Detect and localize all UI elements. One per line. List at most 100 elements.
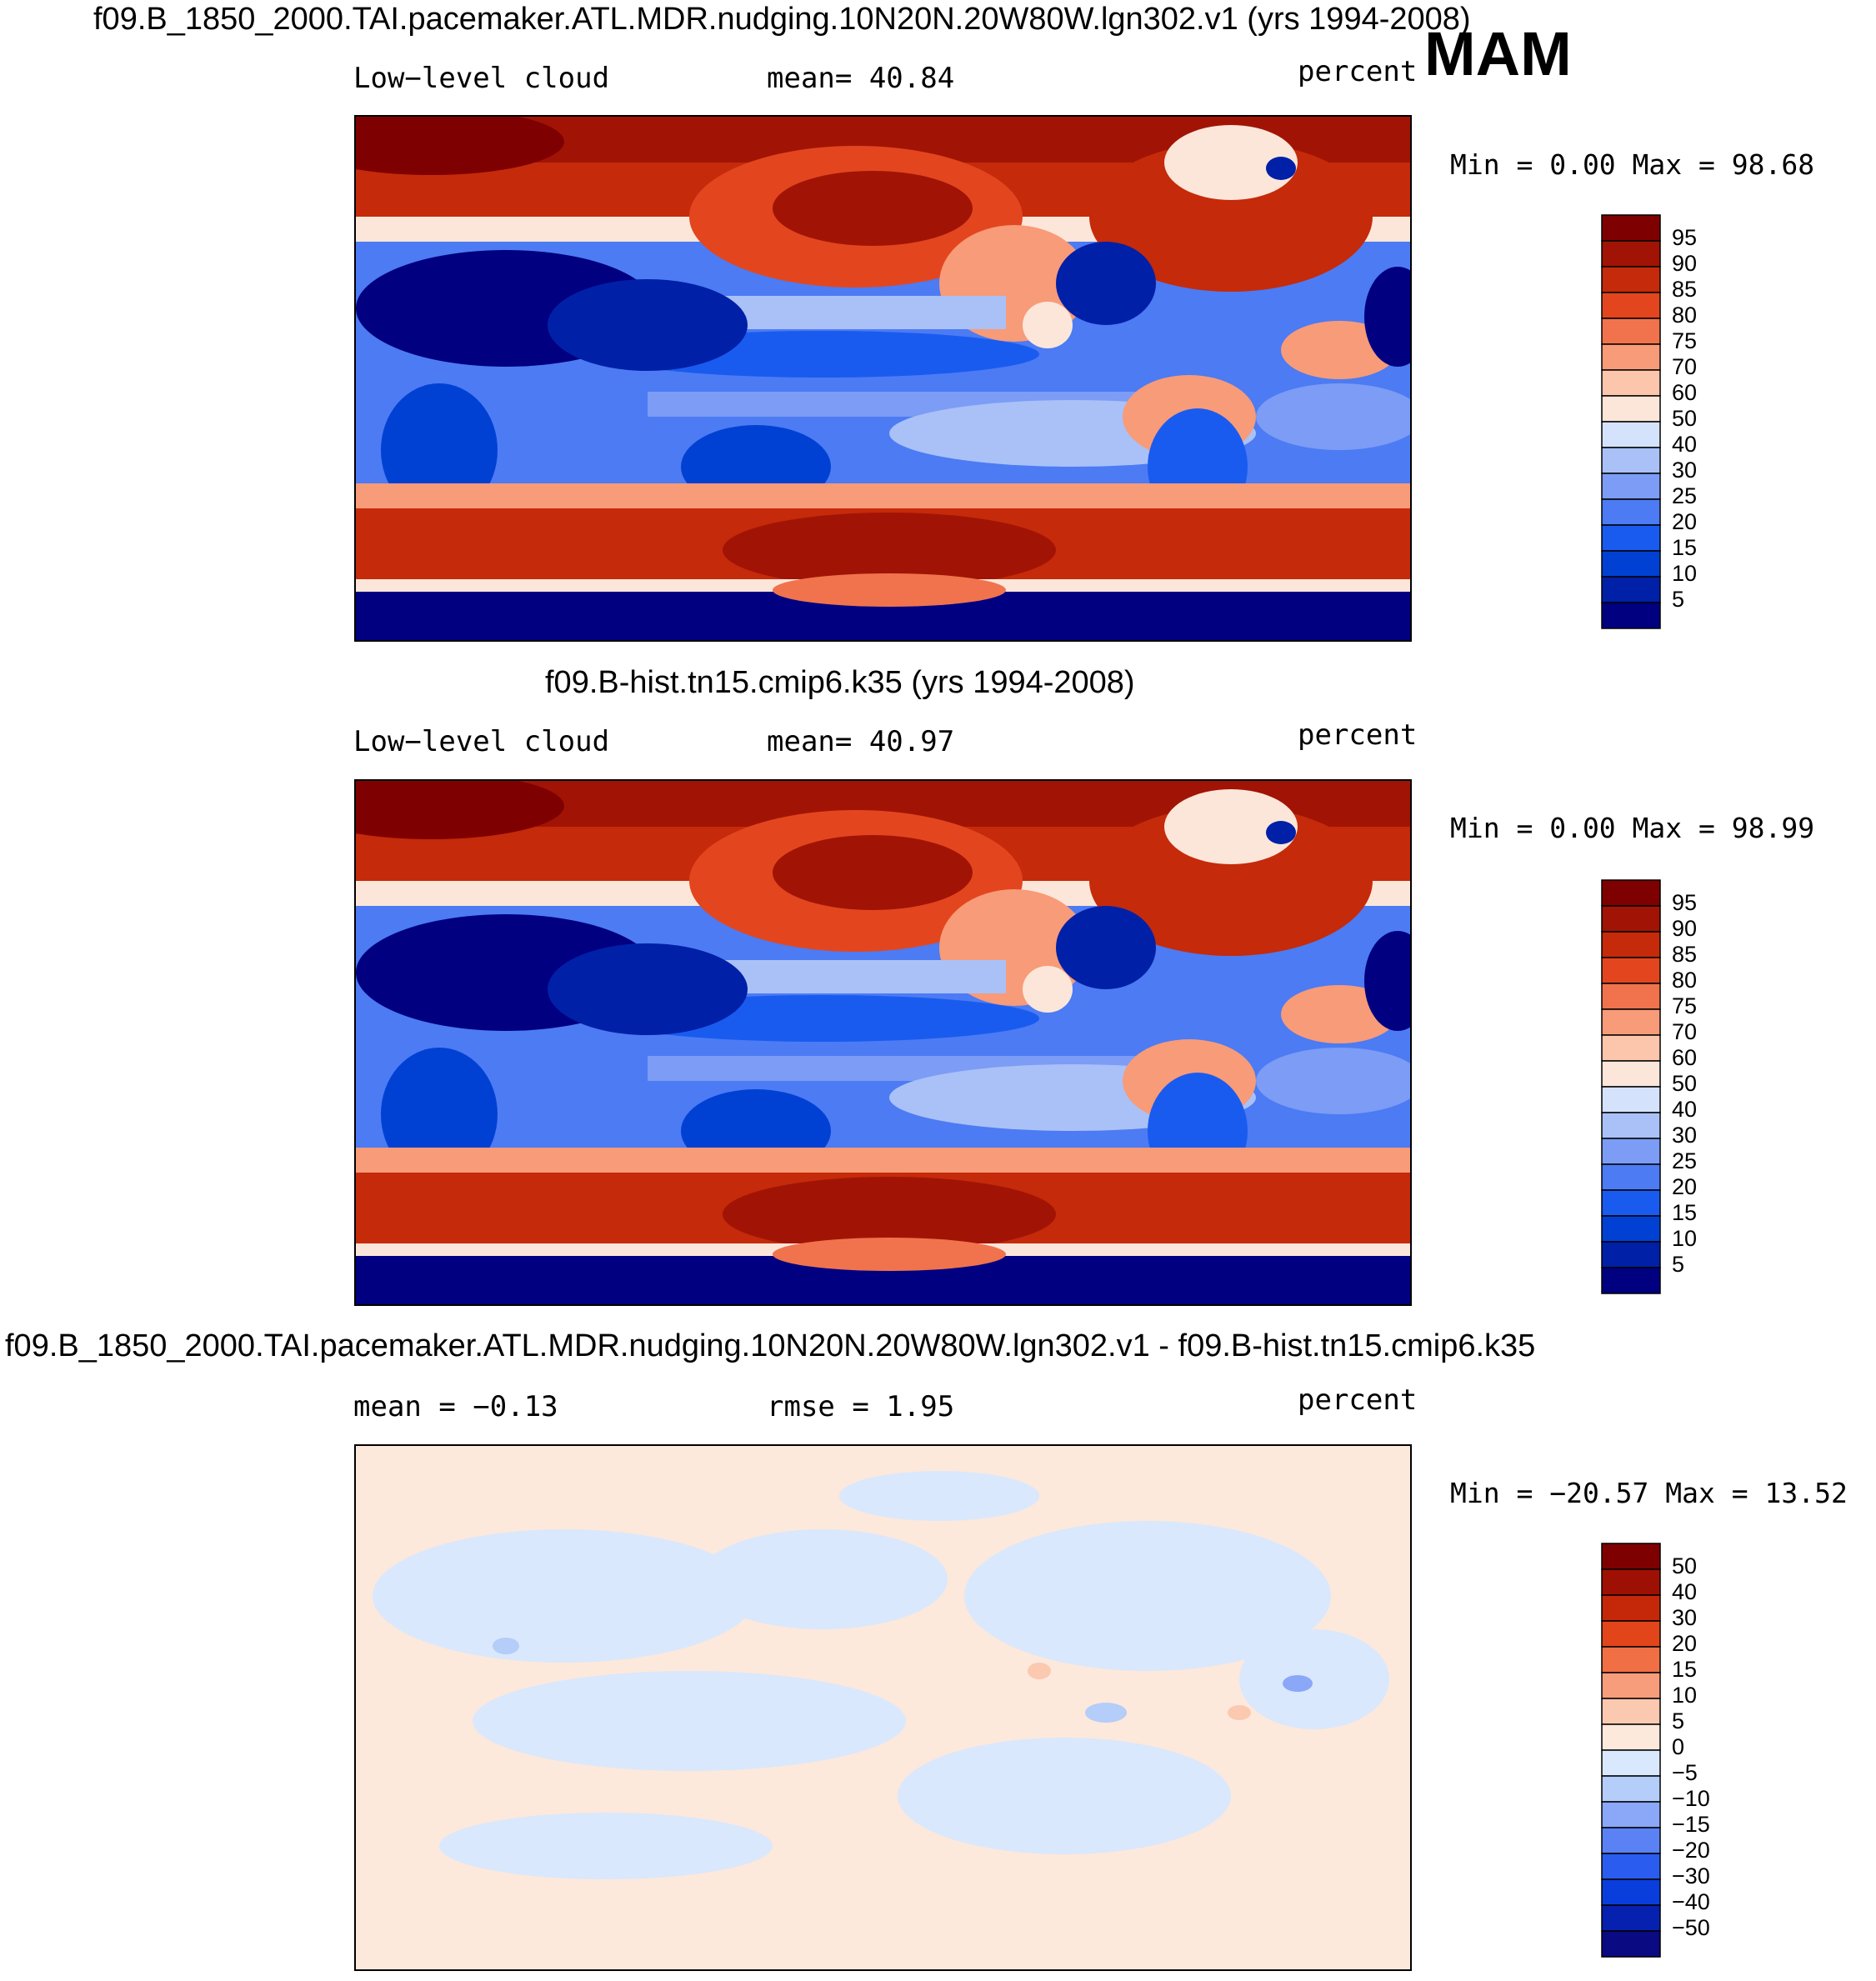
panel3-rmse-label: rmse = 1.95 — [767, 1390, 955, 1423]
colorbar-tick-label: 85 — [1672, 277, 1697, 302]
colorbar-box — [1601, 214, 1661, 242]
panel3-map-svg — [356, 1446, 1410, 1969]
panel1-units-label: percent — [1298, 55, 1418, 88]
colorbar-box — [1601, 1241, 1661, 1268]
colorbar-tick-label: 90 — [1672, 916, 1697, 941]
panel2-mean-label: mean= 40.97 — [767, 725, 955, 758]
colorbar-tick-label: 15 — [1672, 1200, 1697, 1225]
colorbar-box — [1601, 343, 1661, 371]
panel3-colorbar: 50 40 30 20 15 10 5 0 −5 −10 −15 −20 −30 −40 −50 — [1601, 1543, 1768, 1963]
panel1-minmax: Min = 0.00 Max = 98.68 — [1450, 148, 1815, 181]
panel2-title: f09.B-hist.tn15.cmip6.k35 (yrs 1994-2008… — [545, 665, 1135, 700]
colorbar-tick-label: 25 — [1672, 1148, 1697, 1173]
panel2-map-svg — [356, 781, 1410, 1304]
colorbar-box — [1601, 1267, 1661, 1294]
panel1-mean-label: mean= 40.84 — [767, 62, 955, 95]
colorbar-tick-label: −20 — [1672, 1838, 1710, 1863]
colorbar-tick-label: 20 — [1672, 1631, 1697, 1656]
colorbar-tick-label: 40 — [1672, 432, 1697, 457]
colorbar-box — [1601, 1620, 1661, 1648]
panel2-units-label: percent — [1298, 718, 1418, 752]
season-label: MAM — [1424, 19, 1572, 88]
colorbar-box — [1601, 447, 1661, 474]
colorbar-box — [1601, 292, 1661, 319]
colorbar-box — [1601, 879, 1661, 907]
colorbar-box — [1601, 524, 1661, 552]
colorbar-box — [1601, 1878, 1661, 1906]
colorbar-tick-label: 5 — [1672, 1252, 1684, 1277]
colorbar-tick-label: 40 — [1672, 1097, 1697, 1122]
colorbar-box — [1601, 1215, 1661, 1243]
panel2-minmax: Min = 0.00 Max = 98.99 — [1450, 812, 1815, 844]
colorbar-box — [1601, 1672, 1661, 1699]
colorbar-box — [1601, 931, 1661, 958]
colorbar-box — [1601, 983, 1661, 1010]
panel1-map — [354, 115, 1412, 642]
panel3-title: f09.B_1850_2000.TAI.pacemaker.ATL.MDR.nu… — [5, 1328, 1536, 1363]
panel3-map — [354, 1444, 1412, 1971]
colorbar-box — [1601, 1594, 1661, 1622]
colorbar-tick-label: 60 — [1672, 380, 1697, 405]
colorbar-tick-label: 50 — [1672, 1553, 1697, 1578]
colorbar-tick-label: 30 — [1672, 1605, 1697, 1630]
colorbar-tick-label: 5 — [1672, 587, 1684, 612]
colorbar-box — [1601, 1698, 1661, 1725]
colorbar-tick-label: 95 — [1672, 225, 1697, 250]
colorbar-tick-label: 0 — [1672, 1734, 1684, 1759]
colorbar-tick-label: 75 — [1672, 993, 1697, 1018]
colorbar-tick-label: 10 — [1672, 1226, 1697, 1251]
panel3-units-label: percent — [1298, 1383, 1418, 1417]
colorbar-box — [1601, 576, 1661, 603]
colorbar-tick-label: −15 — [1672, 1812, 1710, 1837]
colorbar-box — [1601, 1086, 1661, 1113]
colorbar-box — [1601, 1930, 1661, 1958]
colorbar-box — [1601, 1112, 1661, 1139]
colorbar-box — [1601, 266, 1661, 293]
colorbar-tick-label: 70 — [1672, 1019, 1697, 1044]
colorbar-box — [1601, 1138, 1661, 1165]
colorbar-box — [1601, 1801, 1661, 1828]
colorbar-tick-label: 15 — [1672, 535, 1697, 560]
colorbar-tick-label: 80 — [1672, 303, 1697, 328]
panel1-map-svg — [356, 117, 1410, 640]
colorbar-tick-label: −5 — [1672, 1760, 1698, 1785]
colorbar-tick-label: 90 — [1672, 251, 1697, 276]
colorbar-box — [1601, 1189, 1661, 1217]
colorbar-tick-label: 15 — [1672, 1657, 1697, 1682]
colorbar-tick-label: 95 — [1672, 890, 1697, 915]
colorbar-tick-label: 40 — [1672, 1579, 1697, 1604]
colorbar-tick-label: 30 — [1672, 458, 1697, 483]
colorbar-box — [1601, 1749, 1661, 1777]
colorbar-box — [1601, 1060, 1661, 1088]
colorbar-box — [1601, 1646, 1661, 1673]
colorbar-box — [1601, 1543, 1661, 1570]
colorbar-tick-label: 20 — [1672, 1174, 1697, 1199]
colorbar-box — [1601, 602, 1661, 629]
colorbar-box — [1601, 550, 1661, 578]
colorbar-box — [1601, 1723, 1661, 1751]
colorbar-tick-label: −40 — [1672, 1889, 1710, 1914]
colorbar-box — [1601, 473, 1661, 500]
colorbar-box — [1601, 498, 1661, 526]
panel1-colorbar: 95 90 85 80 75 70 60 50 40 30 25 20 15 10 5 — [1601, 214, 1768, 635]
colorbar-box — [1601, 1034, 1661, 1062]
colorbar-tick-label: −50 — [1672, 1915, 1710, 1940]
colorbar-tick-label: 25 — [1672, 483, 1697, 508]
panel3-mean-label: mean = −0.13 — [353, 1390, 558, 1423]
colorbar-tick-label: 10 — [1672, 561, 1697, 586]
colorbar-tick-label: 50 — [1672, 406, 1697, 431]
colorbar-tick-label: 80 — [1672, 968, 1697, 993]
colorbar-box — [1601, 905, 1661, 933]
panel1-title: f09.B_1850_2000.TAI.pacemaker.ATL.MDR.nu… — [93, 2, 1471, 37]
colorbar-tick-label: 60 — [1672, 1045, 1697, 1070]
colorbar-box — [1601, 369, 1661, 397]
colorbar-box — [1601, 1904, 1661, 1932]
colorbar-tick-label: −10 — [1672, 1786, 1710, 1811]
colorbar-box — [1601, 1775, 1661, 1803]
colorbar-tick-label: 5 — [1672, 1708, 1684, 1733]
colorbar-box — [1601, 1568, 1661, 1596]
colorbar-box — [1601, 421, 1661, 448]
